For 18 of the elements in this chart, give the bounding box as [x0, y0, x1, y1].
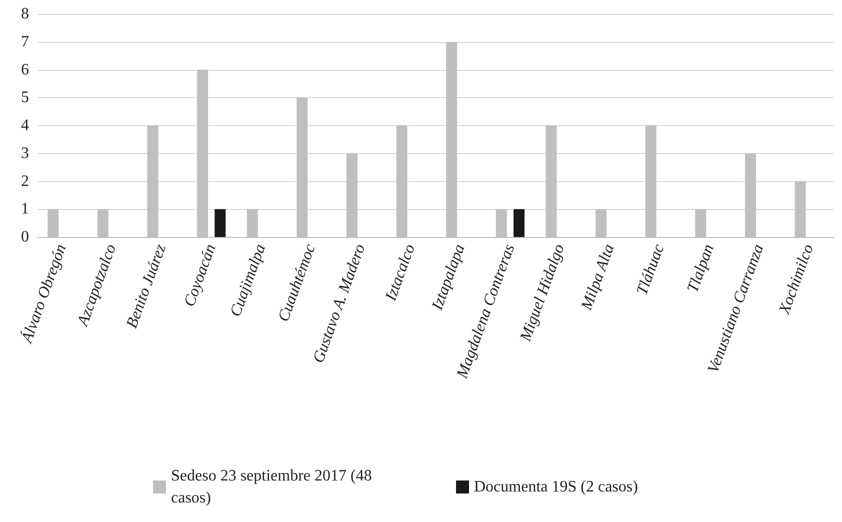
x-tick-label: Tlalpan — [684, 242, 718, 295]
bar — [214, 209, 226, 237]
y-tick-label: 8 — [21, 6, 29, 22]
bar — [514, 209, 525, 237]
legend-label: Documenta 19S (2 casos) — [474, 478, 638, 496]
y-tick-label: 7 — [21, 33, 29, 50]
y-tick-label: 4 — [21, 117, 29, 134]
y-tick-label: 6 — [21, 61, 29, 78]
legend-label: Sedeso 23 septiembre 2017 (48 casos) — [171, 468, 376, 506]
x-tick-label: Milpa Alta — [578, 242, 618, 314]
x-tick-label: Benito Juárez — [124, 241, 170, 330]
y-tick-label: 5 — [21, 89, 29, 106]
y-tick-label: 3 — [21, 144, 29, 162]
x-tick-label: Miguel Hidalgo — [516, 242, 568, 344]
x-tick-label: Tláhuac — [634, 242, 668, 298]
y-tick-label: 0 — [21, 228, 29, 246]
y-tick-label: 2 — [21, 172, 29, 190]
y-tick-label: 1 — [21, 200, 29, 218]
